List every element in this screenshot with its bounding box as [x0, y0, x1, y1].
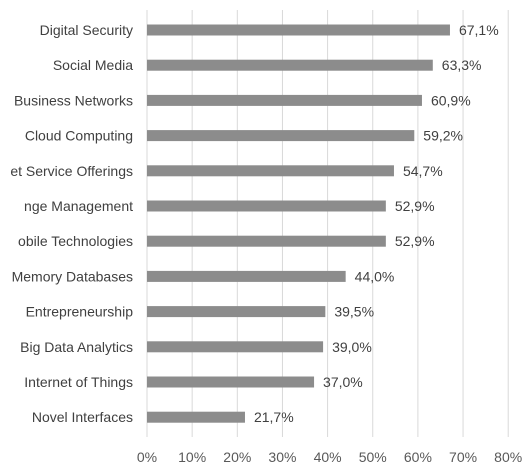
- bar: [147, 341, 324, 353]
- data-label: 67,1%: [459, 22, 499, 38]
- category-label: Memory Databases: [12, 268, 133, 284]
- bar: [147, 24, 450, 36]
- data-label: 21,7%: [254, 409, 294, 425]
- bar: [147, 270, 346, 282]
- x-tick-label: 0%: [137, 449, 157, 465]
- bar: [147, 306, 326, 318]
- category-label: Novel Interfaces: [32, 409, 133, 425]
- x-tick-label: 80%: [494, 449, 522, 465]
- data-label: 63,3%: [442, 57, 482, 73]
- data-label: 39,5%: [334, 304, 374, 320]
- bar: [147, 94, 422, 106]
- bar: [147, 200, 386, 212]
- category-label: Digital Security: [40, 22, 133, 38]
- x-tick-label: 10%: [178, 449, 206, 465]
- data-label: 37,0%: [323, 374, 363, 390]
- category-label: Social Media: [53, 57, 133, 73]
- bar: [147, 59, 433, 71]
- category-label: obile Technologies: [18, 233, 133, 249]
- category-label: Internet of Things: [24, 374, 133, 390]
- x-tick-label: 20%: [223, 449, 251, 465]
- x-tick-label: 30%: [268, 449, 296, 465]
- bar: [147, 376, 315, 388]
- category-label: Cloud Computing: [25, 128, 133, 144]
- x-tick-label: 60%: [404, 449, 432, 465]
- bar: [147, 235, 386, 247]
- bar: [147, 130, 415, 142]
- category-label: Big Data Analytics: [20, 339, 133, 355]
- x-tick-label: 40%: [314, 449, 342, 465]
- category-labels: Digital Security Social Media Business Net…: [10, 22, 133, 425]
- x-tick-label: 70%: [449, 449, 477, 465]
- category-label: Business Networks: [14, 92, 133, 108]
- bar: [147, 165, 394, 177]
- data-label: 60,9%: [431, 92, 471, 108]
- value-labels: 67,1% 63,3% 60,9% 59,2% 54,7% 52,9% 52,9% 44,0%…: [254, 22, 499, 425]
- x-axis-tick-labels: 0% 10% 20% 30% 40% 50% 60% 70% 80%: [137, 449, 522, 465]
- category-label: et Service Offerings: [10, 163, 133, 179]
- bar: [147, 411, 245, 423]
- data-label: 54,7%: [403, 163, 443, 179]
- data-label: 59,2%: [423, 128, 463, 144]
- data-label: 52,9%: [395, 233, 435, 249]
- x-tick-label: 50%: [359, 449, 387, 465]
- category-label: Entrepreneurship: [26, 304, 134, 320]
- data-label: 44,0%: [355, 268, 395, 284]
- gridlines: [146, 10, 509, 437]
- bars: [147, 24, 450, 423]
- data-label: 52,9%: [395, 198, 435, 214]
- category-label: nge Management: [24, 198, 133, 214]
- data-label: 39,0%: [332, 339, 372, 355]
